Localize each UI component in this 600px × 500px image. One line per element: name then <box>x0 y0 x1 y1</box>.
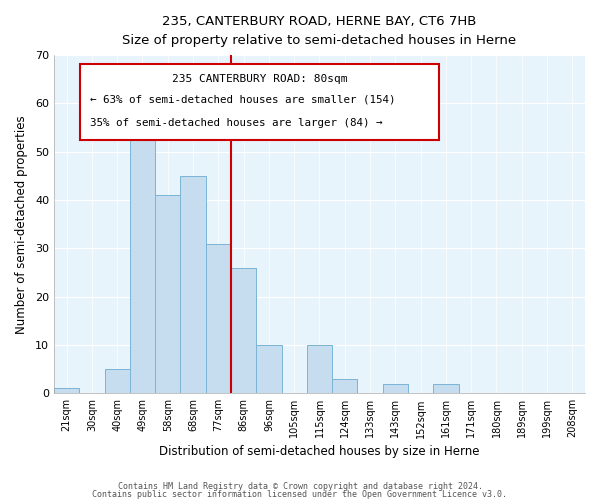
Bar <box>332 379 358 394</box>
Text: Contains HM Land Registry data © Crown copyright and database right 2024.: Contains HM Land Registry data © Crown c… <box>118 482 482 491</box>
Bar <box>433 384 458 394</box>
Bar <box>231 268 256 394</box>
Bar <box>206 244 231 394</box>
FancyBboxPatch shape <box>80 64 439 140</box>
Text: 35% of semi-detached houses are larger (84) →: 35% of semi-detached houses are larger (… <box>89 118 382 128</box>
Bar <box>54 388 79 394</box>
Bar <box>104 369 130 394</box>
Title: 235, CANTERBURY ROAD, HERNE BAY, CT6 7HB
Size of property relative to semi-detac: 235, CANTERBURY ROAD, HERNE BAY, CT6 7HB… <box>122 15 517 47</box>
Bar <box>155 195 181 394</box>
Bar <box>383 384 408 394</box>
Text: 235 CANTERBURY ROAD: 80sqm: 235 CANTERBURY ROAD: 80sqm <box>172 74 347 84</box>
Text: ← 63% of semi-detached houses are smaller (154): ← 63% of semi-detached houses are smalle… <box>89 94 395 104</box>
Bar <box>130 128 155 394</box>
Y-axis label: Number of semi-detached properties: Number of semi-detached properties <box>15 115 28 334</box>
Bar <box>256 345 281 394</box>
Bar <box>181 176 206 394</box>
Text: Contains public sector information licensed under the Open Government Licence v3: Contains public sector information licen… <box>92 490 508 499</box>
X-axis label: Distribution of semi-detached houses by size in Herne: Distribution of semi-detached houses by … <box>159 444 480 458</box>
Bar <box>307 345 332 394</box>
